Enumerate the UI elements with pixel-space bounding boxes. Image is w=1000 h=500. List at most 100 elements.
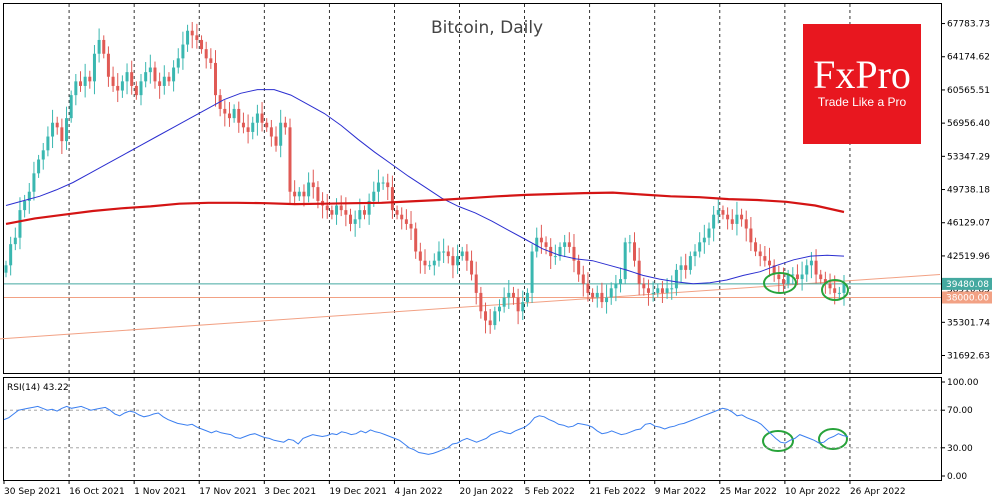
- rsi-axis: 100.00 70.00 30.00 0.00: [941, 378, 979, 482]
- candle-body: [153, 67, 157, 82]
- candle-body: [465, 251, 469, 261]
- candle-body: [679, 265, 683, 270]
- candle-body: [283, 122, 287, 128]
- candle: [200, 35, 204, 54]
- candle: [414, 222, 418, 259]
- candle-body: [595, 292, 599, 298]
- candle-body: [148, 67, 152, 73]
- candle-body: [339, 205, 343, 211]
- candle: [297, 187, 301, 201]
- candle: [204, 41, 208, 69]
- candle: [605, 284, 609, 314]
- candle: [656, 283, 660, 298]
- candle: [726, 207, 730, 230]
- candle-body: [777, 274, 781, 280]
- fxpro-logo: FxPro Trade Like a Pro: [803, 24, 921, 144]
- rsi-panel: [3, 405, 941, 455]
- candle: [144, 62, 148, 88]
- candle: [288, 118, 292, 205]
- date-tick-label: 10 Apr 2022: [785, 487, 841, 497]
- candle: [37, 154, 41, 178]
- candle: [190, 22, 194, 49]
- candle-body: [190, 30, 194, 36]
- candle: [456, 244, 460, 275]
- candle: [637, 247, 641, 296]
- candle-body: [349, 214, 353, 224]
- candle: [772, 259, 776, 282]
- candle: [9, 236, 13, 276]
- candle: [777, 265, 781, 292]
- price-tick-label: 35301.74: [947, 318, 990, 328]
- candle-body: [609, 288, 613, 298]
- date-tick-label: 30 Sep 2021: [4, 487, 61, 497]
- candle-body: [92, 53, 96, 82]
- candle-body: [55, 122, 59, 128]
- price-tick-label: 46129.07: [947, 219, 990, 229]
- candle: [530, 244, 534, 304]
- candle-body: [325, 205, 329, 211]
- candle: [83, 63, 87, 98]
- candle-body: [591, 292, 595, 298]
- candle-body: [819, 274, 823, 280]
- candle-body: [428, 265, 432, 267]
- candle: [442, 238, 446, 264]
- candle: [283, 116, 287, 135]
- candle-body: [651, 292, 655, 294]
- candle-body: [456, 256, 460, 266]
- candle-body: [65, 118, 69, 142]
- candle-body: [707, 228, 711, 238]
- candle-body: [809, 260, 813, 266]
- candle-body: [232, 108, 236, 119]
- candle: [428, 260, 432, 270]
- candle: [134, 81, 138, 100]
- candle-body: [4, 265, 8, 273]
- candle-body: [353, 219, 357, 224]
- candle-body: [768, 260, 772, 266]
- candle: [633, 232, 636, 267]
- candle: [92, 45, 96, 95]
- candle: [390, 175, 394, 219]
- candle-body: [158, 81, 162, 86]
- candle: [716, 198, 720, 224]
- candle: [227, 102, 231, 127]
- candle-body: [716, 210, 720, 215]
- candle-body: [372, 191, 376, 201]
- date-tick-label: 19 Dec 2021: [329, 487, 387, 497]
- candle: [97, 28, 101, 63]
- candle: [321, 192, 325, 219]
- candle: [539, 224, 543, 254]
- price-tick-label: 56956.40: [947, 119, 990, 129]
- candle: [581, 265, 585, 297]
- price-tick-label: 60565.51: [947, 86, 990, 96]
- candle: [446, 245, 450, 264]
- fast-moving-average: [5, 89, 845, 285]
- candle-body: [386, 182, 390, 188]
- candle: [805, 259, 809, 282]
- vertical-gridlines: [68, 4, 851, 480]
- candle-body: [176, 58, 180, 68]
- date-axis: 30 Sep 2021 16 Oct 2021 1 Nov 2021 17 Nov 2…: [3, 481, 906, 497]
- candle-body: [721, 210, 725, 215]
- candle: [32, 161, 36, 201]
- candle: [525, 288, 529, 307]
- candle-body: [586, 283, 590, 293]
- candle: [702, 224, 706, 254]
- candle-body: [688, 256, 692, 270]
- price-tags: 39480.08 38000.00: [942, 277, 992, 304]
- candle-body: [116, 85, 120, 91]
- candle: [754, 237, 758, 257]
- candle: [740, 208, 744, 227]
- level-tag: [942, 291, 992, 304]
- candle-body: [78, 81, 82, 86]
- candle: [307, 172, 311, 203]
- candle-body: [758, 251, 762, 257]
- candle: [148, 54, 152, 84]
- candle-body: [139, 81, 143, 96]
- candle: [167, 72, 171, 86]
- chart-title: Bitcoin, Daily: [431, 18, 543, 38]
- candle: [507, 280, 511, 309]
- candle-body: [530, 251, 534, 293]
- candle-body: [251, 122, 255, 132]
- candle-body: [539, 237, 543, 243]
- candle: [223, 100, 227, 127]
